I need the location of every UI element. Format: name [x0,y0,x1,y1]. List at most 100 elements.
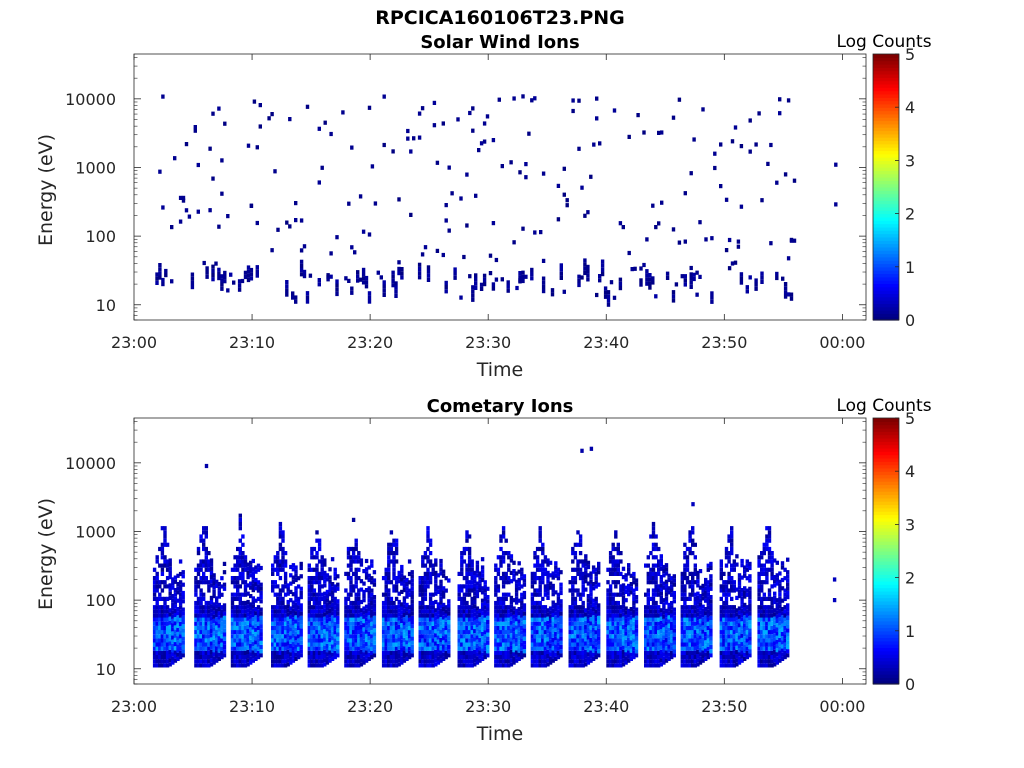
spectrogram-cell [629,619,633,624]
spectrogram-cell [591,602,596,607]
spectrogram-cell [762,663,766,668]
spectrogram-cell [361,267,366,272]
spectrogram-cell [243,654,248,660]
spectrogram-cell [194,634,198,639]
spectrogram-cell [289,627,293,632]
spectrogram-cell [554,631,558,637]
spectrogram-cell [480,573,485,578]
spectrogram-cell [571,621,575,626]
spectrogram-cell [494,600,498,606]
spectrogram-cell [657,659,661,664]
spectrogram-cell [680,605,684,610]
spectrogram-cell [494,646,498,651]
spectrogram-cell [417,111,422,116]
spectrogram-cell [285,280,289,285]
spectrogram-cell [507,555,511,560]
spectrogram-cell [276,613,280,618]
spectrogram-cell [762,650,766,655]
spectrogram-cell [689,272,693,277]
spectrogram-cell [685,605,690,610]
spectrogram-cell [748,574,752,579]
spectrogram-cell [581,563,585,568]
spectrogram-cell [691,584,695,589]
spectrogram-cell [696,624,700,630]
spectrogram-cell [196,162,200,168]
spectrogram-cell [426,277,431,282]
spectrogram-cell [688,596,692,601]
spectrogram-cell [307,646,311,651]
spectrogram-cell [168,658,172,663]
spectrogram-cell [645,277,649,282]
spectrogram-cell [246,562,250,567]
spectrogram-cell [168,624,172,630]
spectrogram-cell [307,600,311,606]
spectrogram-cell [402,617,407,622]
spectrogram-cell [152,592,157,597]
spectrogram-cell [760,563,764,568]
spectrogram-cell [709,632,713,637]
spectrogram-cell [178,592,183,597]
spectrogram-cell [281,617,285,622]
spectrogram-cell [538,605,542,610]
spectrogram-cell [202,646,206,651]
spectrogram-cell [364,629,369,634]
spectrogram-cell [496,567,501,572]
spectrogram-cell [294,644,298,649]
spectrogram-cell [664,583,669,588]
spectrogram-cell [294,594,298,599]
spectrogram-cell [323,608,327,613]
spectrogram-cell [735,645,739,650]
spectrogram-cell [241,534,245,539]
spectrogram-cell [367,586,371,591]
spectrogram-cell [581,638,585,643]
spectrogram-cell [209,624,214,630]
spectrogram-cell [621,591,626,596]
spectrogram-cell [361,280,366,285]
spectrogram-cell [357,609,361,614]
spectrogram-cell [701,588,705,593]
spectrogram-cell [364,654,369,659]
spectrogram-cell [372,636,377,641]
spectrogram-cell [578,650,583,655]
spectrogram-cell [428,659,433,664]
spectrogram-cell [709,603,713,608]
spectrogram-cell [483,630,487,635]
spectrogram-cell [559,275,563,280]
spectrogram-cell [504,621,508,626]
spectrogram-cell [354,609,358,614]
spectrogram-cell [291,633,296,638]
spectrogram-cell [693,663,697,668]
spectrogram-cell [698,602,703,607]
spectrogram-cell [392,630,396,635]
spectrogram-cell [548,639,553,644]
spectrogram-cell [632,655,636,660]
spectrogram-cell [667,615,671,620]
spectrogram-cell [693,571,697,576]
spectrogram-cell [629,656,633,661]
spectrogram-cell [483,617,487,622]
spectrogram-cell [426,630,430,635]
spectrogram-cell [722,638,726,643]
spectrogram-cell [724,630,729,635]
spectrogram-cell [586,277,590,282]
colorbar-band [873,240,899,245]
spectrogram-cell [730,642,734,647]
spectrogram-cell [351,613,356,618]
spectrogram-cell [173,625,178,630]
spectrogram-cell [254,636,258,641]
spectrogram-cell [693,617,697,622]
spectrogram-cell [418,576,422,581]
spectrogram-cell [163,654,167,660]
spectrogram-cell [241,663,245,668]
spectrogram-cell [475,594,480,599]
spectrogram-cell [597,611,601,616]
spectrogram-cell [479,141,484,146]
spectrogram-cell [473,633,477,638]
spectrogram-cell [418,584,422,589]
spectrogram-cell [444,289,448,294]
spectrogram-cell [719,646,723,651]
spectrogram-cell [434,633,438,638]
spectrogram-cell [389,659,394,664]
spectrogram-cell [611,555,615,560]
spectrogram-cell [410,615,414,620]
